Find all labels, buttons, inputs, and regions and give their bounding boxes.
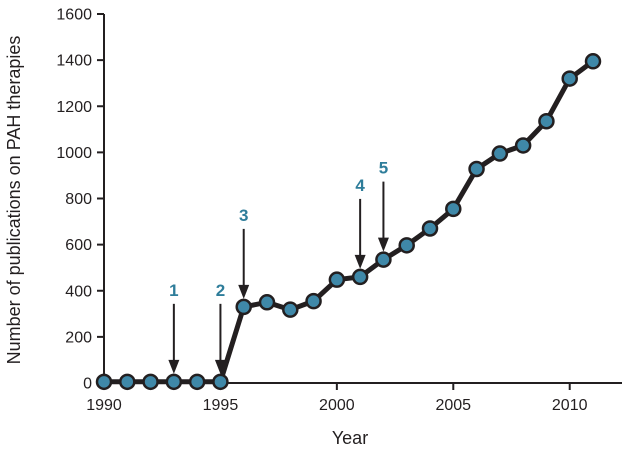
data-point [491, 145, 509, 162]
annotation-arrow-head [214, 359, 226, 374]
data-point [95, 373, 113, 391]
annotation-arrow-head [377, 237, 389, 252]
annotation-label: 2 [216, 281, 225, 300]
x-tick-label: 2000 [319, 397, 355, 414]
y-tick-label: 1200 [56, 99, 92, 116]
data-point [351, 268, 369, 286]
y-axis-title: Number of publications on PAH therapies [4, 36, 24, 365]
series-line [101, 58, 596, 385]
x-tick-label: 1990 [86, 397, 122, 414]
data-points [95, 53, 602, 391]
data-point [398, 237, 415, 254]
y-tick-label: 800 [65, 191, 92, 208]
x-tick-label: 1995 [203, 397, 239, 414]
y-tick-label: 200 [65, 329, 92, 346]
data-point [421, 220, 439, 237]
data-point [258, 294, 276, 311]
data-point [188, 373, 206, 391]
data-point [305, 292, 322, 310]
x-axis-title: Year [332, 428, 368, 448]
annotation-label: 4 [355, 176, 365, 195]
annotation-label: 5 [379, 159, 388, 178]
data-series [101, 58, 596, 385]
data-point [235, 298, 252, 316]
y-tick-label: 400 [65, 283, 92, 300]
data-point [142, 373, 159, 391]
annotation-arrow-head [238, 284, 250, 299]
data-point [538, 112, 555, 130]
data-point [468, 160, 485, 178]
data-point [445, 200, 462, 218]
data-point [584, 53, 602, 70]
annotation-label: 1 [169, 281, 178, 300]
data-point [514, 137, 532, 154]
annotation-arrow-head [168, 359, 180, 374]
data-point [119, 373, 136, 391]
data-point [282, 301, 299, 318]
data-point [375, 251, 392, 268]
data-point [165, 373, 183, 391]
annotation-arrows: 1 2 3 45 [168, 159, 389, 374]
y-tick-label: 1000 [56, 145, 92, 162]
data-point [328, 271, 346, 288]
annotation-arrow-head [354, 254, 366, 269]
x-tick-label: 2010 [552, 397, 588, 414]
data-point [212, 373, 229, 391]
x-tick-label: 2005 [435, 397, 471, 414]
y-tick-label: 1400 [56, 53, 92, 70]
data-point [561, 70, 578, 87]
y-tick-label: 1600 [56, 7, 92, 24]
axes [103, 14, 622, 384]
y-tick-label: 0 [83, 376, 92, 393]
y-tick-label: 600 [65, 237, 92, 254]
annotation-label: 3 [239, 206, 248, 225]
axis-ticks: 0 200 400 600 800 1000 1200 1400 1600 1990 1995 200… [56, 7, 587, 415]
